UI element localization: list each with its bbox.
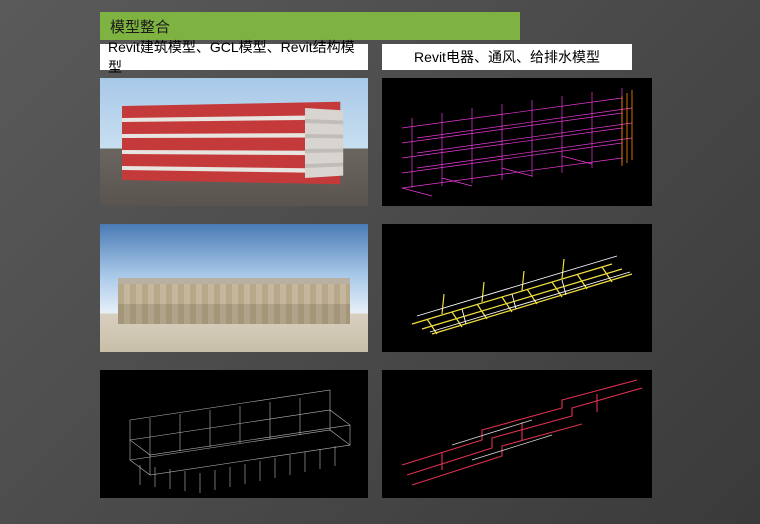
subtitle-left: Revit建筑模型、GCL模型、Revit结构模型 (100, 44, 368, 70)
thumb-gcl (100, 224, 368, 352)
section-title: 模型整合 (100, 12, 520, 40)
subtitle-right: Revit电器、通风、给排水模型 (382, 44, 632, 70)
subtitle-left-text: Revit建筑模型、GCL模型、Revit结构模型 (108, 37, 360, 77)
wireframe-grey (100, 370, 368, 498)
wireframe-yellow (382, 224, 652, 352)
wireframe-magenta (382, 78, 652, 206)
thumbnail-grid (100, 78, 652, 498)
building-long (118, 284, 350, 324)
subtitle-right-text: Revit电器、通风、给排水模型 (414, 47, 600, 67)
building-side (305, 108, 343, 178)
section-title-text: 模型整合 (110, 16, 170, 37)
wireframe-red (382, 370, 652, 498)
thumb-revit-elec (382, 78, 652, 206)
thumb-revit-plumb (382, 370, 652, 498)
thumb-revit-struct (100, 370, 368, 498)
thumb-revit-hvac (382, 224, 652, 352)
subtitle-row: Revit建筑模型、GCL模型、Revit结构模型 Revit电器、通风、给排水… (100, 44, 632, 70)
thumb-revit-arch (100, 78, 368, 206)
